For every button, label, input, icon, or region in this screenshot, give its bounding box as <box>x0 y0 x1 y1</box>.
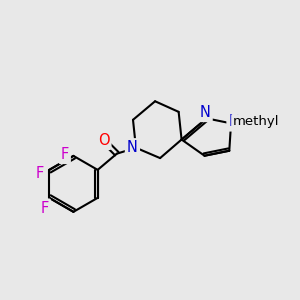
Text: N: N <box>229 114 239 129</box>
Text: O: O <box>98 133 109 148</box>
Text: F: F <box>41 201 49 216</box>
Text: F: F <box>36 166 44 181</box>
Text: N: N <box>127 140 138 155</box>
Text: N: N <box>200 105 211 120</box>
Text: F: F <box>61 147 69 162</box>
Text: methyl: methyl <box>232 116 279 128</box>
